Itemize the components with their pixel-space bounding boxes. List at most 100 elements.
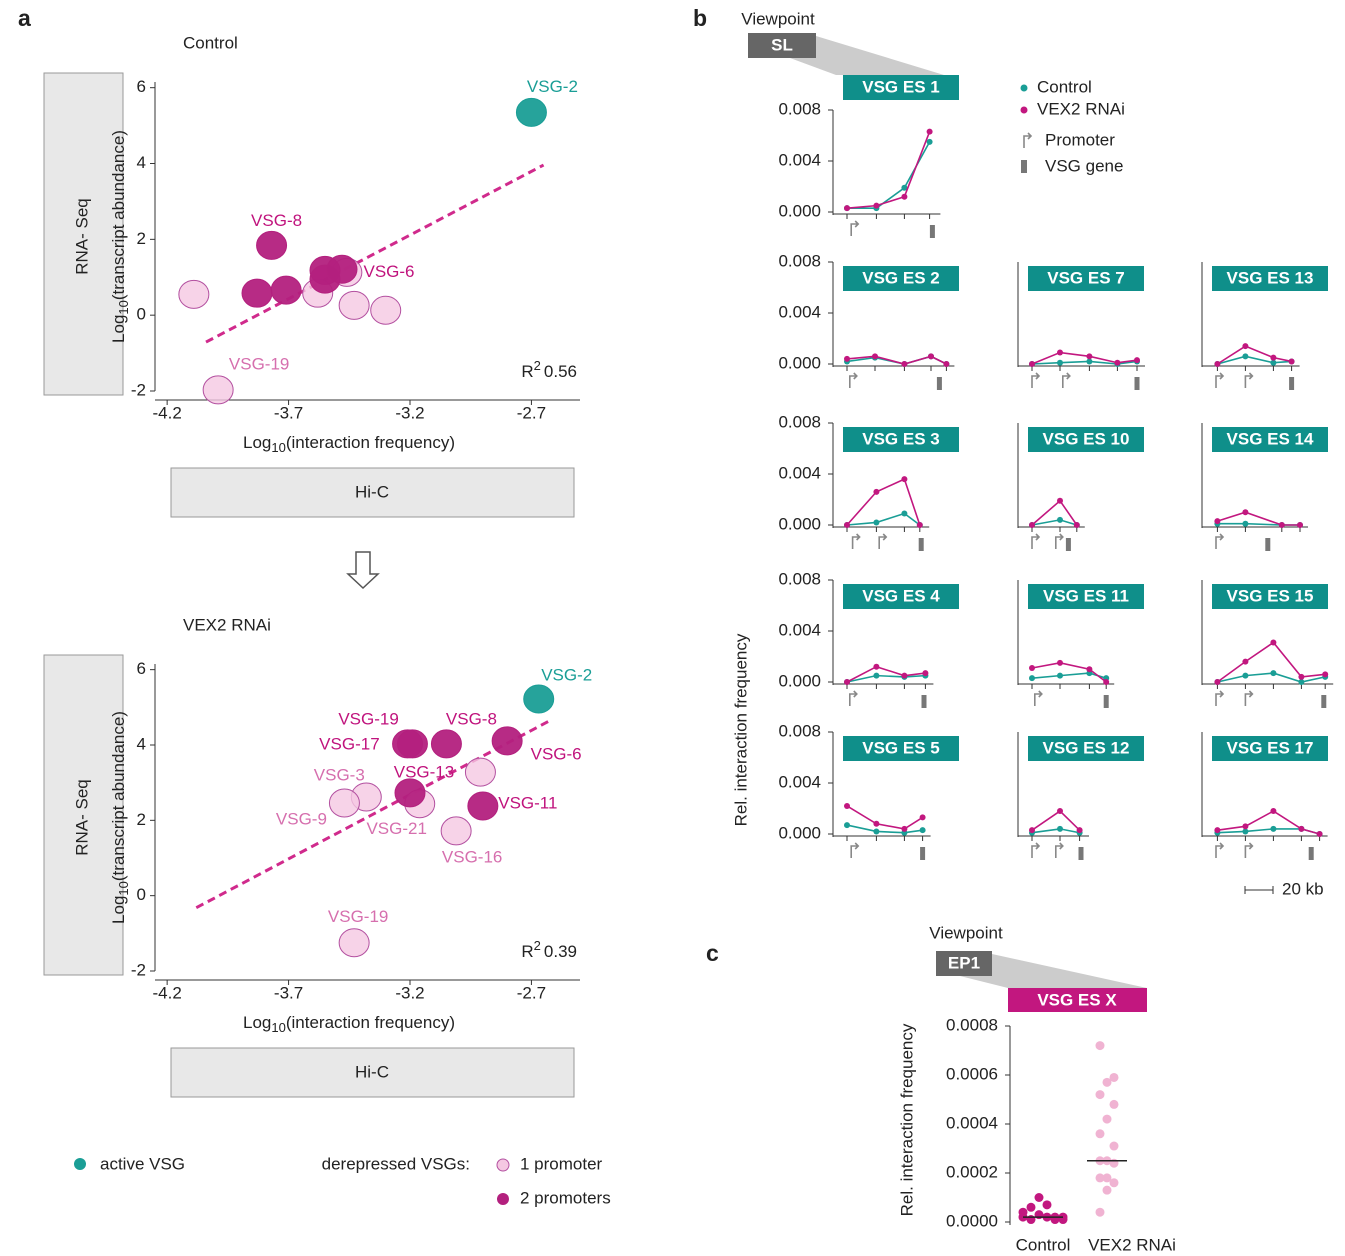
point-label: VSG-6	[363, 262, 414, 281]
promoter	[1244, 372, 1254, 388]
y-tick-label: 0.004	[778, 620, 821, 639]
y-tick-label: 0.0006	[946, 1064, 998, 1083]
point	[1322, 671, 1329, 678]
label-part: (transcript abundance)	[109, 130, 128, 300]
series-line	[1216, 641, 1326, 683]
point	[922, 670, 929, 677]
legend-label: active VSG	[100, 1154, 185, 1173]
vsg-gene	[921, 695, 927, 708]
chart-title: VSG ES 3	[862, 429, 939, 448]
y-tick-label: 0.000	[778, 671, 821, 690]
point	[1029, 664, 1035, 671]
point	[1214, 679, 1221, 685]
y-tick-label: 0.0008	[946, 1015, 998, 1034]
title-box	[1028, 736, 1144, 761]
fit-line	[195, 718, 552, 910]
point	[1095, 1090, 1105, 1100]
legend-label: VSG gene	[1045, 156, 1123, 175]
point	[1034, 1193, 1044, 1202]
series-line	[846, 674, 926, 683]
point-label: VSG-19	[338, 709, 398, 728]
point	[928, 353, 934, 360]
point	[338, 290, 370, 320]
y-tick-label: 2	[137, 229, 146, 248]
legend-promoter	[1023, 132, 1033, 148]
point	[901, 672, 908, 679]
label-subscript: 10	[116, 300, 131, 314]
x-tick-label: Control	[1016, 1235, 1071, 1254]
x-tick-label: -2.7	[517, 983, 546, 1002]
y-tick-label: 0.004	[778, 772, 821, 791]
point	[1242, 672, 1249, 679]
label-part: Log	[109, 896, 128, 924]
y-tick-label: 0.000	[778, 201, 821, 220]
y-tick-label: 6	[137, 77, 146, 96]
point	[1270, 825, 1277, 832]
point	[256, 230, 288, 260]
series-line	[846, 131, 931, 209]
promoter	[1031, 842, 1041, 858]
point	[873, 663, 880, 670]
y-tick-label: 4	[137, 734, 146, 753]
promoter	[1215, 533, 1225, 549]
point	[919, 814, 926, 821]
point	[1242, 658, 1249, 665]
point	[1270, 359, 1277, 366]
point	[467, 791, 499, 821]
point	[1076, 827, 1083, 834]
promoter	[1055, 842, 1064, 858]
point	[328, 788, 360, 818]
point	[901, 361, 908, 367]
point	[523, 684, 555, 714]
y-tick-label: 0.004	[778, 463, 821, 482]
legend-gene	[1021, 160, 1027, 173]
point	[926, 128, 933, 135]
point	[1042, 1200, 1052, 1210]
series-line	[1216, 345, 1292, 365]
point	[1073, 522, 1080, 528]
side-box	[170, 467, 575, 518]
r-squared: R2 0.56	[521, 358, 577, 381]
promoter	[1031, 372, 1041, 388]
point	[844, 355, 850, 362]
viewpoint-box	[748, 33, 816, 58]
title-box	[843, 75, 959, 100]
chart-title: VSG ES 7	[1047, 268, 1124, 287]
r2-superscript: 2	[534, 358, 541, 373]
point	[1057, 359, 1063, 366]
vsg-gene	[936, 377, 942, 390]
point	[873, 672, 880, 679]
point	[873, 820, 880, 827]
point-label: VSG-8	[251, 211, 302, 230]
x-tick-label: -3.2	[395, 983, 424, 1002]
title-box	[1028, 266, 1144, 291]
series-line	[1031, 828, 1080, 834]
promoter	[849, 372, 858, 388]
chart-title: VSG ES 4	[862, 586, 940, 605]
title-box	[843, 736, 959, 761]
legend-swatch	[1020, 84, 1028, 92]
chart-title: VSG ES 13	[1227, 268, 1314, 287]
side-label: Hi-C	[355, 482, 389, 501]
label-part: (interaction frequency)	[286, 433, 455, 452]
vsg-gene	[920, 847, 926, 860]
series-line	[1217, 355, 1292, 365]
r2-value: 0.39	[544, 942, 577, 961]
promoter	[878, 533, 888, 549]
panel-label: c	[706, 940, 719, 966]
point	[1214, 827, 1221, 834]
vsg-gene	[1065, 538, 1071, 551]
point	[1018, 1207, 1028, 1217]
vsg-gene	[1289, 377, 1295, 390]
point	[491, 726, 523, 756]
y-tick-label: 0	[137, 885, 146, 904]
chart-title: VSG ES 5	[862, 738, 939, 757]
zoom-wedge	[960, 954, 1147, 988]
legend-label: VEX2 RNAi	[1037, 99, 1125, 118]
label-subscript: 10	[271, 1020, 285, 1035]
side-box	[43, 654, 124, 976]
point	[464, 757, 496, 787]
point-label: VSG-19	[229, 354, 289, 373]
viewpoint-name: EP1	[948, 953, 980, 972]
